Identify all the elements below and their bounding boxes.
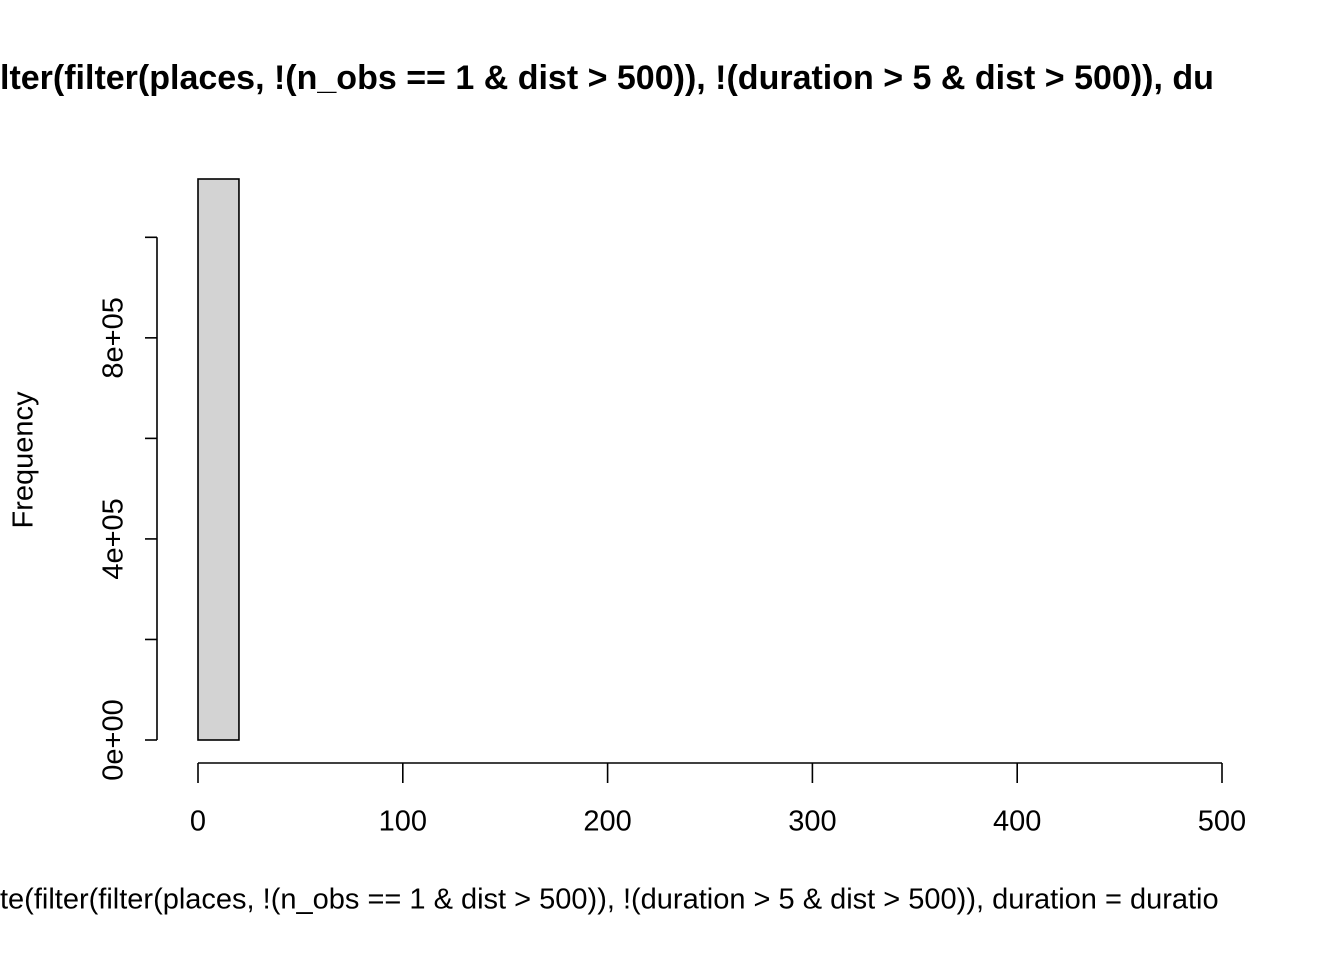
x-tick-label: 300 bbox=[788, 806, 836, 838]
y-tick-label: 8e+05 bbox=[98, 297, 130, 378]
chart-title: lter(filter(places, !(n_obs == 1 & dist … bbox=[0, 59, 1214, 97]
x-tick-label: 400 bbox=[993, 806, 1041, 838]
bar bbox=[197, 178, 240, 741]
x-axis-label: te(filter(filter(places, !(n_obs == 1 & … bbox=[0, 884, 1219, 916]
y-axis-label: Frequency bbox=[8, 391, 40, 529]
x-tick-label: 100 bbox=[379, 806, 427, 838]
y-tick-label: 4e+05 bbox=[98, 498, 130, 579]
x-tick-label: 200 bbox=[583, 806, 631, 838]
y-tick-label: 0e+00 bbox=[98, 699, 130, 780]
x-tick-label: 0 bbox=[190, 806, 206, 838]
x-tick-label: 500 bbox=[1198, 806, 1246, 838]
